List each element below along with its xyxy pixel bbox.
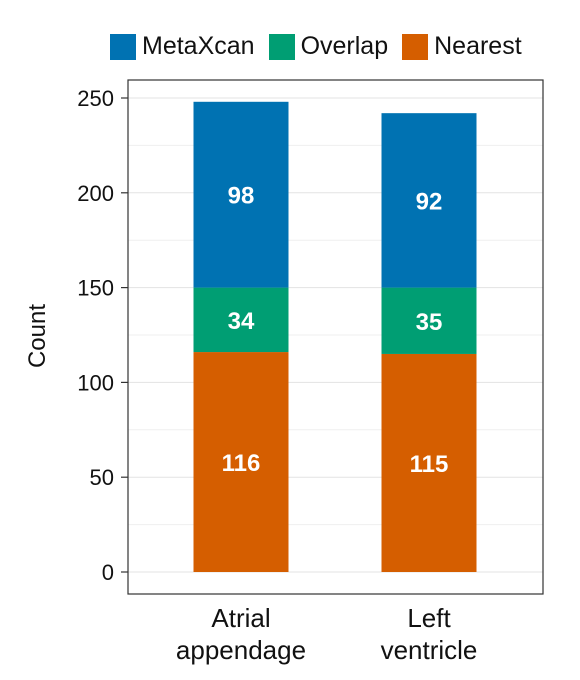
legend-label: Nearest bbox=[434, 32, 522, 60]
y-tick-label: 150 bbox=[77, 276, 114, 301]
chart-legend: MetaXcan Overlap Nearest bbox=[110, 32, 536, 61]
data-label: 92 bbox=[416, 188, 443, 215]
y-tick-label: 200 bbox=[77, 181, 114, 206]
y-axis-label: Count bbox=[24, 303, 51, 369]
x-category-label: Left ventricle bbox=[380, 603, 478, 665]
legend-swatch bbox=[110, 33, 136, 60]
y-tick-label: 250 bbox=[77, 86, 114, 111]
bar-segment-nearest bbox=[193, 352, 289, 572]
plot-frame bbox=[127, 79, 544, 595]
legend-swatch bbox=[402, 33, 429, 60]
y-tick-label: 50 bbox=[90, 465, 114, 490]
data-label: 34 bbox=[228, 308, 255, 335]
legend-item: MetaXcan bbox=[110, 32, 255, 61]
legend-item: Overlap bbox=[268, 32, 389, 61]
y-tick-label: 0 bbox=[102, 560, 114, 585]
legend-item: Nearest bbox=[402, 32, 522, 61]
y-tick-label: 100 bbox=[77, 370, 114, 395]
data-label: 98 bbox=[228, 183, 255, 210]
legend-swatch bbox=[268, 33, 295, 60]
legend-label: MetaXcan bbox=[142, 32, 255, 60]
bar-segment-nearest bbox=[381, 353, 477, 572]
bar-segment-overlap bbox=[381, 287, 477, 354]
x-category-label: Atrial appendage bbox=[175, 603, 307, 665]
legend-label: Overlap bbox=[300, 32, 389, 60]
data-label: 116 bbox=[222, 450, 261, 477]
data-label: 115 bbox=[410, 451, 449, 478]
bar-segment-metaxcan bbox=[381, 113, 477, 288]
bar-segment-metaxcan bbox=[193, 101, 289, 288]
bar-segment-overlap bbox=[193, 287, 289, 353]
data-label: 35 bbox=[416, 309, 443, 336]
